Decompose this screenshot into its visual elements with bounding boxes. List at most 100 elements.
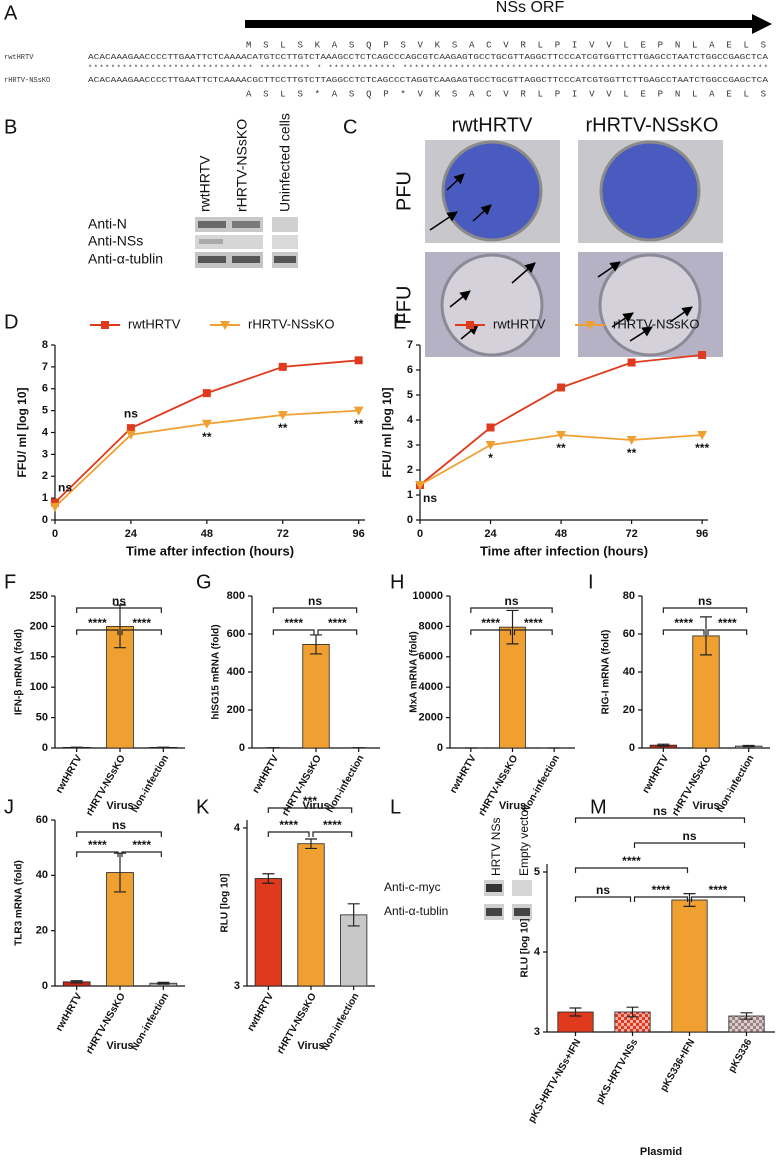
significance-label: ****	[524, 616, 543, 630]
significance-label: **	[556, 441, 566, 455]
point	[126, 424, 135, 433]
x-axis-label: Virus	[297, 1040, 324, 1052]
point	[277, 411, 288, 420]
y-tick-label: 400	[227, 666, 245, 678]
significance-label: ns	[596, 883, 610, 897]
y-tick-label: 5	[42, 405, 48, 417]
legend-marker	[466, 321, 474, 329]
x-tick-label: rwtHRTV	[54, 753, 85, 795]
y-tick-label: 100	[30, 681, 48, 693]
significance-bracket	[76, 831, 162, 837]
significance-label: ****	[132, 838, 151, 852]
panel-label: K	[196, 796, 210, 818]
blot	[195, 217, 298, 268]
significance-label: ***	[303, 794, 317, 808]
legend-label: rHRTV-NSsKO	[248, 316, 334, 331]
y-tick-label: 20	[36, 925, 48, 937]
y-tick-label: 60	[623, 628, 635, 640]
bar	[671, 899, 708, 1033]
significance-label: ns	[58, 481, 72, 495]
point	[557, 383, 566, 392]
row-label: FFU	[393, 286, 415, 325]
x-tick-label: rwtHRTV	[448, 753, 479, 795]
panel-label: M	[590, 796, 607, 818]
x-tick-label: rwtHRTV	[641, 753, 672, 795]
error-bar	[70, 980, 83, 984]
x-tick-label: Non-infection	[715, 753, 757, 814]
error-bar	[683, 893, 696, 907]
x-tick-label: pKS336+IFN	[659, 1037, 698, 1093]
x-tick-label: 0	[52, 528, 58, 540]
panel-label: J	[4, 796, 14, 818]
point	[201, 419, 212, 429]
panel-label: H	[390, 571, 404, 593]
significance-bracket	[272, 629, 315, 635]
x-axis-label: Time after infection (hours)	[480, 543, 648, 558]
y-tick-label: 6	[407, 364, 413, 376]
y-tick-label: 0	[42, 742, 48, 754]
significance-label: **	[354, 417, 364, 431]
panel-label: L	[390, 796, 401, 818]
x-tick-label: Non-infection	[129, 753, 171, 814]
seq-name: rwtHRTV	[4, 54, 34, 62]
legend-label: rwtHRTV	[493, 316, 546, 331]
x-tick-label: 96	[696, 528, 708, 540]
significance-label: ****	[481, 616, 500, 630]
significance-label: ns	[112, 594, 126, 608]
significance-bracket	[121, 851, 162, 857]
row-label: Anti-N	[88, 216, 127, 232]
significance-label: ****	[652, 883, 671, 897]
significance-label: **	[627, 446, 637, 460]
bar	[254, 878, 282, 987]
significance-label: ****	[674, 616, 693, 630]
y-tick-label: 6000	[419, 651, 443, 663]
error-bar	[700, 616, 712, 656]
y-tick-label: 2000	[419, 712, 443, 724]
aa-bottom: A S L S * A S Q P * V K S A C V R L P I …	[246, 89, 766, 99]
significance-bracket	[707, 629, 748, 635]
panel-label: D	[4, 311, 18, 333]
x-axis-label: Virus	[692, 800, 719, 812]
point	[50, 502, 60, 512]
row-label: Anti-c-myc	[384, 880, 441, 894]
y-tick-label: 3	[42, 448, 48, 460]
error-bar	[626, 1006, 639, 1018]
point	[627, 358, 636, 367]
panel-a: A NSs ORF M S L S K A S Q P S V K S A C …	[4, 0, 772, 99]
x-tick-label: 48	[555, 528, 567, 540]
y-tick-label: 7	[407, 339, 413, 351]
y-tick-label: 2	[42, 470, 48, 482]
significance-label: ****	[88, 616, 107, 630]
x-tick-label: rwtHRTV	[251, 753, 282, 795]
y-axis-label: TLR3 mRNA (fold)	[14, 860, 25, 946]
significance-label: ns	[698, 594, 712, 608]
significance-bracket	[574, 896, 632, 902]
row-label: Anti-NSs	[88, 233, 143, 249]
legend-marker	[220, 321, 230, 330]
significance-bracket	[312, 831, 353, 837]
y-tick-label: 200	[30, 620, 48, 632]
y-tick-label: 20	[623, 704, 635, 716]
significance-label: ns	[112, 818, 126, 832]
x-tick-label: pKS-HRTV-NSs	[594, 1037, 640, 1106]
point	[697, 431, 708, 440]
sequence: ACACAAAGAACCCCTTGAATTCTCAAAACGCTTCCTTGTC…	[88, 77, 769, 85]
y-axis-label: RIG-I mRNA (fold)	[601, 630, 612, 715]
blot	[484, 880, 532, 920]
significance-label: ****	[279, 818, 298, 832]
x-tick-label: 24	[125, 528, 138, 540]
y-tick-label: 4	[407, 414, 414, 426]
error-bar	[506, 609, 519, 645]
y-tick-label: 0	[42, 514, 48, 526]
bar	[340, 914, 368, 987]
column-label: rHRTV-NSsKO	[586, 114, 719, 136]
significance-bracket	[574, 867, 689, 873]
significance-label: ****	[132, 616, 151, 630]
y-tick-label: 0	[407, 514, 413, 526]
significance-label: ***	[695, 441, 709, 455]
significance-bracket	[76, 629, 119, 635]
x-axis-label: Time after infection (hours)	[126, 543, 294, 558]
significance-bracket	[76, 851, 119, 857]
y-tick-label: 5	[407, 389, 413, 401]
